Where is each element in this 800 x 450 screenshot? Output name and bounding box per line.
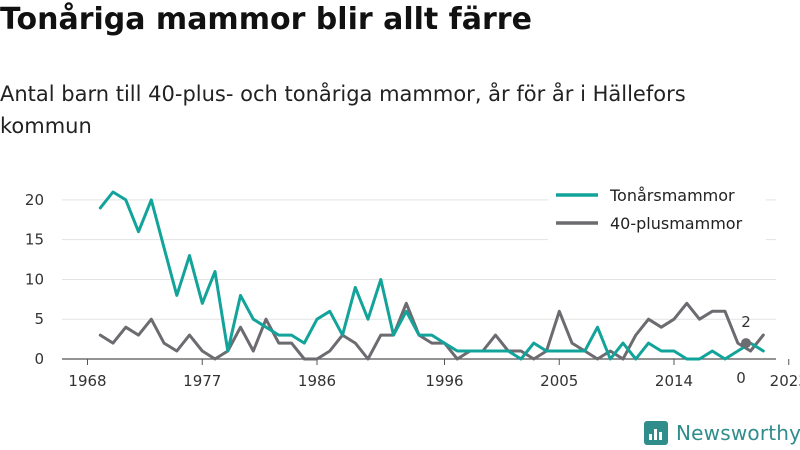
newsworthy-logo: Newsworthy [644, 418, 800, 448]
legend-background [548, 177, 766, 243]
chart-subtitle: Antal barn till 40-plus- och tonåriga ma… [0, 82, 686, 138]
y-tick-label: 15 [25, 231, 44, 249]
y-tick-label: 5 [34, 310, 44, 328]
y-tick-label: 10 [25, 270, 44, 288]
x-tick-label: 1986 [298, 372, 336, 390]
x-tick-label: 2014 [655, 372, 693, 390]
x-tick-label: 2023 [770, 372, 800, 390]
newsworthy-logo-icon [644, 421, 668, 445]
end-label-tonarsmammor: 0 [736, 369, 746, 387]
legend-label: Tonårsmammor [609, 186, 735, 205]
legend-label: 40-plusmammor [610, 214, 743, 233]
brand-name: Newsworthy [676, 421, 800, 445]
y-tick-label: 20 [25, 191, 44, 209]
end-labels: 20 [736, 313, 751, 387]
series-line-40-plusmammor [98, 301, 765, 361]
y-tick-label: 0 [34, 350, 44, 368]
end-label-40-plusmammor: 2 [741, 313, 751, 331]
chart-title: Tonåriga mammor blir allt färre [0, 2, 532, 37]
x-tick-label: 1996 [425, 372, 463, 390]
x-tick-label: 1968 [68, 372, 106, 390]
y-axis-ticks: 0 5 10 15 20 [25, 191, 44, 368]
x-tick-label: 1977 [183, 372, 221, 390]
series-lines [98, 190, 765, 361]
x-axis-ticks: 1968 1977 1986 1996 2005 2014 2023 [68, 359, 800, 390]
x-tick-label: 2005 [540, 372, 578, 390]
end-point-marker [741, 338, 751, 349]
legend: Tonårsmammor 40-plusmammor [548, 177, 766, 243]
series-line-tonarsmammor [98, 190, 765, 361]
